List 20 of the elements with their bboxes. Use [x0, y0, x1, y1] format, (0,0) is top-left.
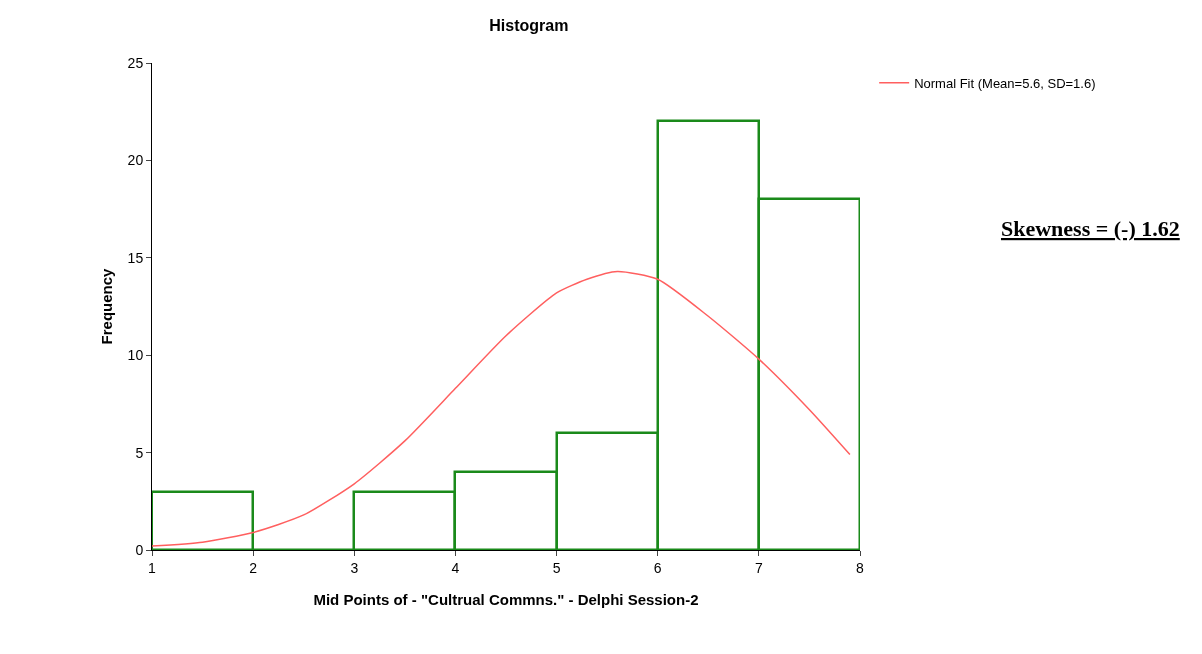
- x-tick-label: 7: [754, 559, 763, 576]
- x-tick-label: 1: [148, 559, 157, 576]
- y-tick-label: 15: [127, 249, 144, 266]
- y-tick-label: 25: [127, 54, 144, 71]
- y-axis-title: Frequency: [98, 267, 115, 345]
- chart-title: Histogram: [489, 16, 569, 34]
- x-tick-label: 3: [350, 559, 359, 576]
- y-tick-label: 10: [127, 347, 144, 364]
- line-series: [152, 270, 851, 547]
- y-tick-label: 20: [127, 152, 144, 169]
- text: Skewness = (-) 1.62: [1001, 216, 1180, 241]
- x-tick-label: 8: [856, 559, 865, 576]
- x-axis-title: Mid Points of - "Cultrual Commns." - Delphi Session-2: [313, 591, 699, 608]
- x-tick-label: 6: [653, 559, 662, 576]
- legend-label: Normal Fit (Mean=5.6, SD=1.6): [914, 75, 1096, 91]
- y-tick-label: 5: [135, 444, 144, 461]
- x-tick-label: 5: [552, 559, 561, 576]
- y-tick-label: 0: [135, 541, 144, 558]
- x-tick-label: 2: [249, 559, 258, 576]
- x-tick-label: 4: [451, 559, 460, 576]
